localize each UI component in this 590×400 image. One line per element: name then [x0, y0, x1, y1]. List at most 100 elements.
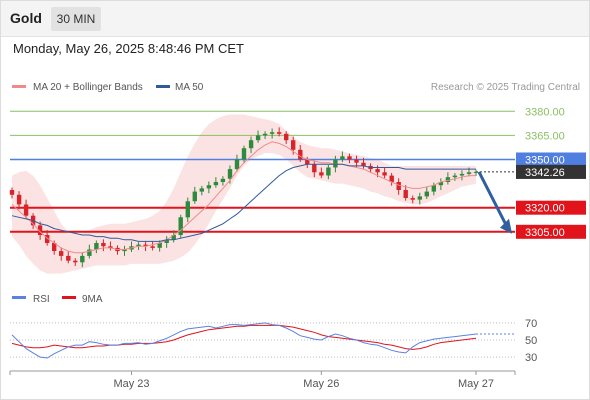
candle-body: [157, 243, 162, 248]
candle-body: [255, 135, 261, 141]
candle-body: [220, 178, 226, 182]
rsi-line: [11, 322, 477, 359]
candle-body: [23, 204, 29, 216]
candle-body: [438, 182, 444, 186]
candle-body: [291, 140, 296, 150]
time-axis-label: May 27: [458, 378, 494, 390]
candle-body: [389, 175, 394, 182]
ma50-legend-label: MA 50: [175, 82, 204, 93]
time-axis-label: May 23: [113, 378, 149, 390]
candle-body: [445, 177, 451, 182]
candle-body: [178, 217, 183, 235]
candle-body: [319, 172, 324, 176]
candle-body: [199, 188, 204, 192]
level-label-current: 3342.26: [525, 167, 565, 179]
level-label-resistance: 3365.00: [525, 130, 565, 142]
datetime-label: Monday, May 26, 2025 8:48:46 PM CET: [13, 41, 244, 56]
candle-body: [417, 196, 422, 200]
candle-body: [37, 225, 43, 235]
candle-body: [87, 249, 92, 256]
candle-body: [340, 156, 345, 160]
candle-body: [136, 244, 141, 247]
level-label-resistance: 3380.00: [525, 106, 565, 118]
candle-body: [101, 243, 106, 247]
time-axis: May 23 May 26 May 27: [9, 370, 516, 390]
candle-body: [213, 182, 219, 186]
timeframe-button[interactable]: 30 MIN: [51, 7, 101, 31]
candle-body: [227, 169, 233, 179]
bollinger-band-fill: [12, 114, 476, 274]
instrument-title: Gold: [10, 10, 42, 26]
candle-body: [375, 169, 380, 173]
rsi-legend-swatch: [12, 296, 26, 299]
candle-body: [171, 235, 176, 240]
candle-body: [284, 133, 289, 141]
rsi-panel: 70 50 30: [10, 318, 537, 364]
candle-body: [424, 191, 429, 197]
level-tag-pivot: [516, 152, 586, 167]
candle-body: [80, 255, 85, 263]
candle-body: [347, 156, 352, 160]
candle-body: [150, 246, 155, 248]
rsi-ma-legend-swatch: [62, 296, 76, 299]
level-label-support: 3305.00: [525, 227, 565, 239]
candle-body: [382, 172, 387, 176]
candle-body: [248, 140, 254, 149]
research-credit: Research © 2025 Trading Central: [431, 82, 580, 93]
candle-body: [473, 171, 479, 173]
candle-body: [333, 159, 338, 168]
candle-body: [164, 239, 169, 243]
ma20-legend-label: MA 20 + Bollinger Bands: [33, 82, 143, 93]
candle-body: [410, 198, 415, 200]
rsi-ma-line: [11, 324, 477, 350]
ma50-legend-swatch: [156, 85, 170, 88]
level-label-support: 3320.00: [525, 203, 565, 215]
candle-body: [45, 235, 50, 243]
candle-body: [52, 243, 57, 251]
candle-body: [206, 185, 212, 189]
candle-body: [305, 159, 310, 165]
candle-body: [403, 190, 408, 198]
candle-body: [269, 132, 275, 134]
candle-body: [396, 182, 401, 190]
level-label-pivot: 3350.00: [525, 154, 565, 166]
candle-body: [66, 255, 71, 261]
candle-body: [192, 191, 197, 202]
rsi-ma-legend-label: 9MA: [82, 294, 103, 305]
candle-body: [122, 249, 127, 252]
rsi-tick-label: 50: [525, 335, 537, 347]
rsi-tick-label: 70: [525, 318, 537, 330]
candle-body: [241, 148, 247, 160]
projection-arrow-shaft: [477, 171, 509, 228]
candle-body: [312, 164, 317, 173]
ma50-line: [11, 163, 476, 242]
time-axis-label: May 26: [303, 378, 339, 390]
rsi-legend-label: RSI: [33, 294, 50, 305]
candle-body: [59, 251, 64, 256]
candle-body: [9, 190, 15, 195]
candle-body: [452, 175, 458, 178]
candle-body: [466, 172, 472, 174]
candle-body: [361, 162, 366, 166]
header-bar: Gold 30 MIN: [0, 0, 590, 37]
rsi-tick-label: 30: [525, 352, 537, 364]
candle-body: [354, 159, 359, 163]
candle-body: [185, 201, 190, 218]
candle-body: [459, 173, 465, 176]
candle-body: [326, 167, 331, 176]
candle-body: [94, 243, 99, 250]
level-tag-support: [516, 224, 586, 239]
candle-body: [431, 185, 436, 192]
ma20-line: [11, 141, 476, 254]
candle-body: [262, 133, 268, 136]
candle-body: [16, 194, 22, 205]
candle-body: [277, 132, 282, 134]
projection-arrow-head: [500, 218, 512, 234]
candle-body: [108, 246, 113, 248]
ma20-legend-swatch: [12, 85, 26, 88]
level-tag-current: [516, 164, 586, 179]
candle-body: [234, 159, 240, 170]
